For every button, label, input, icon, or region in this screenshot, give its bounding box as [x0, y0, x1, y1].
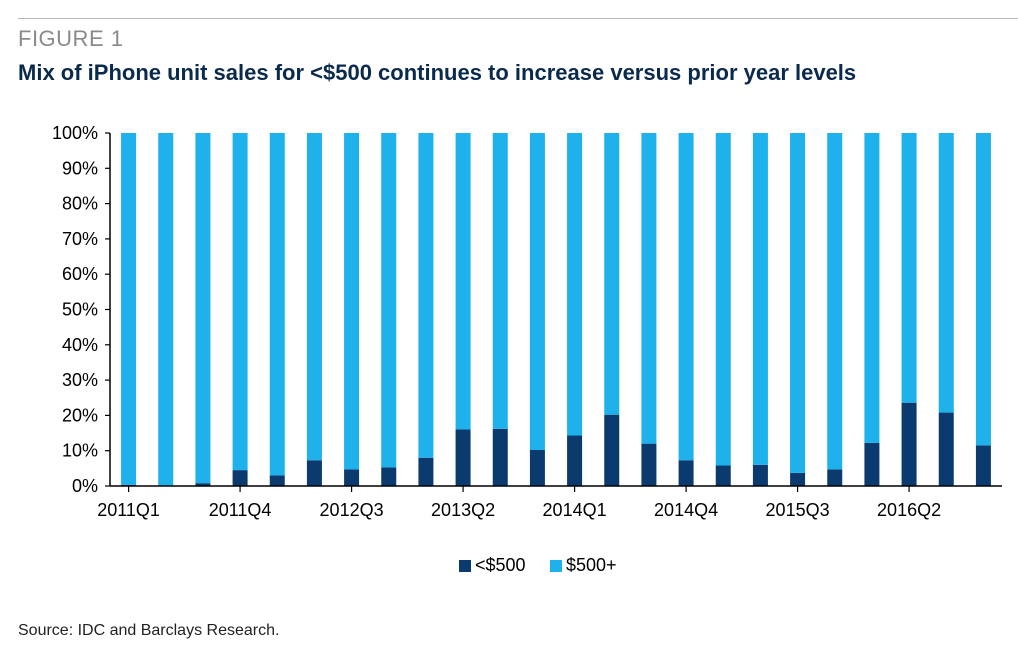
bar-500-plus — [121, 133, 137, 485]
bar-under-500 — [715, 465, 731, 486]
bar-500-plus — [790, 133, 806, 473]
figure-label: FIGURE 1 — [18, 26, 124, 51]
x-tick-label: 2012Q3 — [320, 500, 384, 520]
x-tick-label: 2013Q2 — [431, 500, 495, 520]
legend-label-under-500: <$500 — [475, 555, 526, 575]
stacked-bar-chart: 0% 10% 20% 30% 40% 50% 60% 70% 80% 90% 100% 2011Q1 2… — [52, 123, 1002, 520]
bar-under-500 — [938, 412, 954, 486]
bar-under-500 — [604, 414, 620, 486]
x-tick-label: 2015Q3 — [766, 500, 830, 520]
y-tick-label: 10% — [62, 441, 98, 461]
bar-under-500 — [344, 469, 360, 486]
legend-swatch-500-plus — [550, 559, 562, 572]
y-tick-label: 60% — [62, 264, 98, 284]
y-tick-label: 70% — [62, 229, 98, 249]
bar-500-plus — [715, 133, 731, 466]
y-tick-label: 50% — [62, 300, 98, 320]
bar-500-plus — [232, 133, 248, 471]
bar-500-plus — [455, 133, 471, 430]
bar-under-500 — [567, 435, 583, 486]
y-tick-label: 80% — [62, 194, 98, 214]
bar-500-plus — [752, 133, 768, 465]
y-tick-label: 40% — [62, 335, 98, 355]
bar-500-plus — [381, 133, 397, 468]
bar-under-500 — [975, 445, 991, 486]
bar-500-plus — [975, 133, 991, 446]
chart-title: Mix of iPhone unit sales for <$500 conti… — [18, 60, 857, 85]
y-tick-label: 30% — [62, 370, 98, 390]
y-tick-label: 100% — [52, 123, 98, 143]
y-tick-label: 20% — [62, 405, 98, 425]
legend-label-500-plus: $500+ — [566, 555, 617, 575]
bar-500-plus — [195, 133, 211, 484]
legend: <$500 $500+ — [0, 555, 1018, 577]
bar-500-plus — [678, 133, 694, 461]
bar-under-500 — [864, 442, 880, 486]
bar-500-plus — [567, 133, 583, 436]
bar-under-500 — [418, 457, 434, 486]
bar-under-500 — [678, 460, 694, 486]
legend-swatch-under-500 — [459, 559, 471, 572]
bar-under-500 — [790, 472, 806, 486]
legend-item-500-plus: $500+ — [550, 555, 617, 576]
bar-under-500 — [455, 429, 471, 486]
y-tick-label: 0% — [72, 476, 98, 496]
bar-500-plus — [827, 133, 843, 470]
bar-under-500 — [232, 470, 248, 486]
bar-500-plus — [529, 133, 545, 450]
bar-500-plus — [269, 133, 285, 476]
bar-under-500 — [269, 475, 285, 486]
top-rule — [18, 18, 1018, 19]
bar-500-plus — [641, 133, 657, 444]
bar-under-500 — [901, 402, 917, 486]
bar-500-plus — [344, 133, 360, 470]
bar-500-plus — [864, 133, 880, 443]
x-tick-label: 2011Q1 — [97, 500, 160, 520]
y-tick-label: 90% — [62, 158, 98, 178]
bar-under-500 — [529, 449, 545, 486]
bar-under-500 — [752, 464, 768, 486]
x-tick-label: 2011Q4 — [209, 500, 272, 520]
source-note: Source: IDC and Barclays Research. — [18, 622, 280, 639]
bar-under-500 — [641, 443, 657, 486]
bar-500-plus — [938, 133, 954, 413]
bar-under-500 — [195, 483, 211, 486]
bar-under-500 — [306, 460, 322, 486]
legend-item-under-500: <$500 — [459, 555, 526, 576]
x-tick-label: 2014Q1 — [543, 500, 607, 520]
bar-500-plus — [418, 133, 434, 458]
bar-500-plus — [604, 133, 620, 415]
x-tick-label: 2014Q4 — [654, 500, 718, 520]
bar-500-plus — [306, 133, 322, 461]
bar-under-500 — [381, 467, 397, 486]
bar-500-plus — [901, 133, 917, 403]
x-tick-label: 2016Q2 — [877, 500, 941, 520]
bar-500-plus — [492, 133, 508, 429]
bar-under-500 — [827, 469, 843, 486]
bar-under-500 — [492, 428, 508, 486]
bar-500-plus — [158, 133, 174, 486]
